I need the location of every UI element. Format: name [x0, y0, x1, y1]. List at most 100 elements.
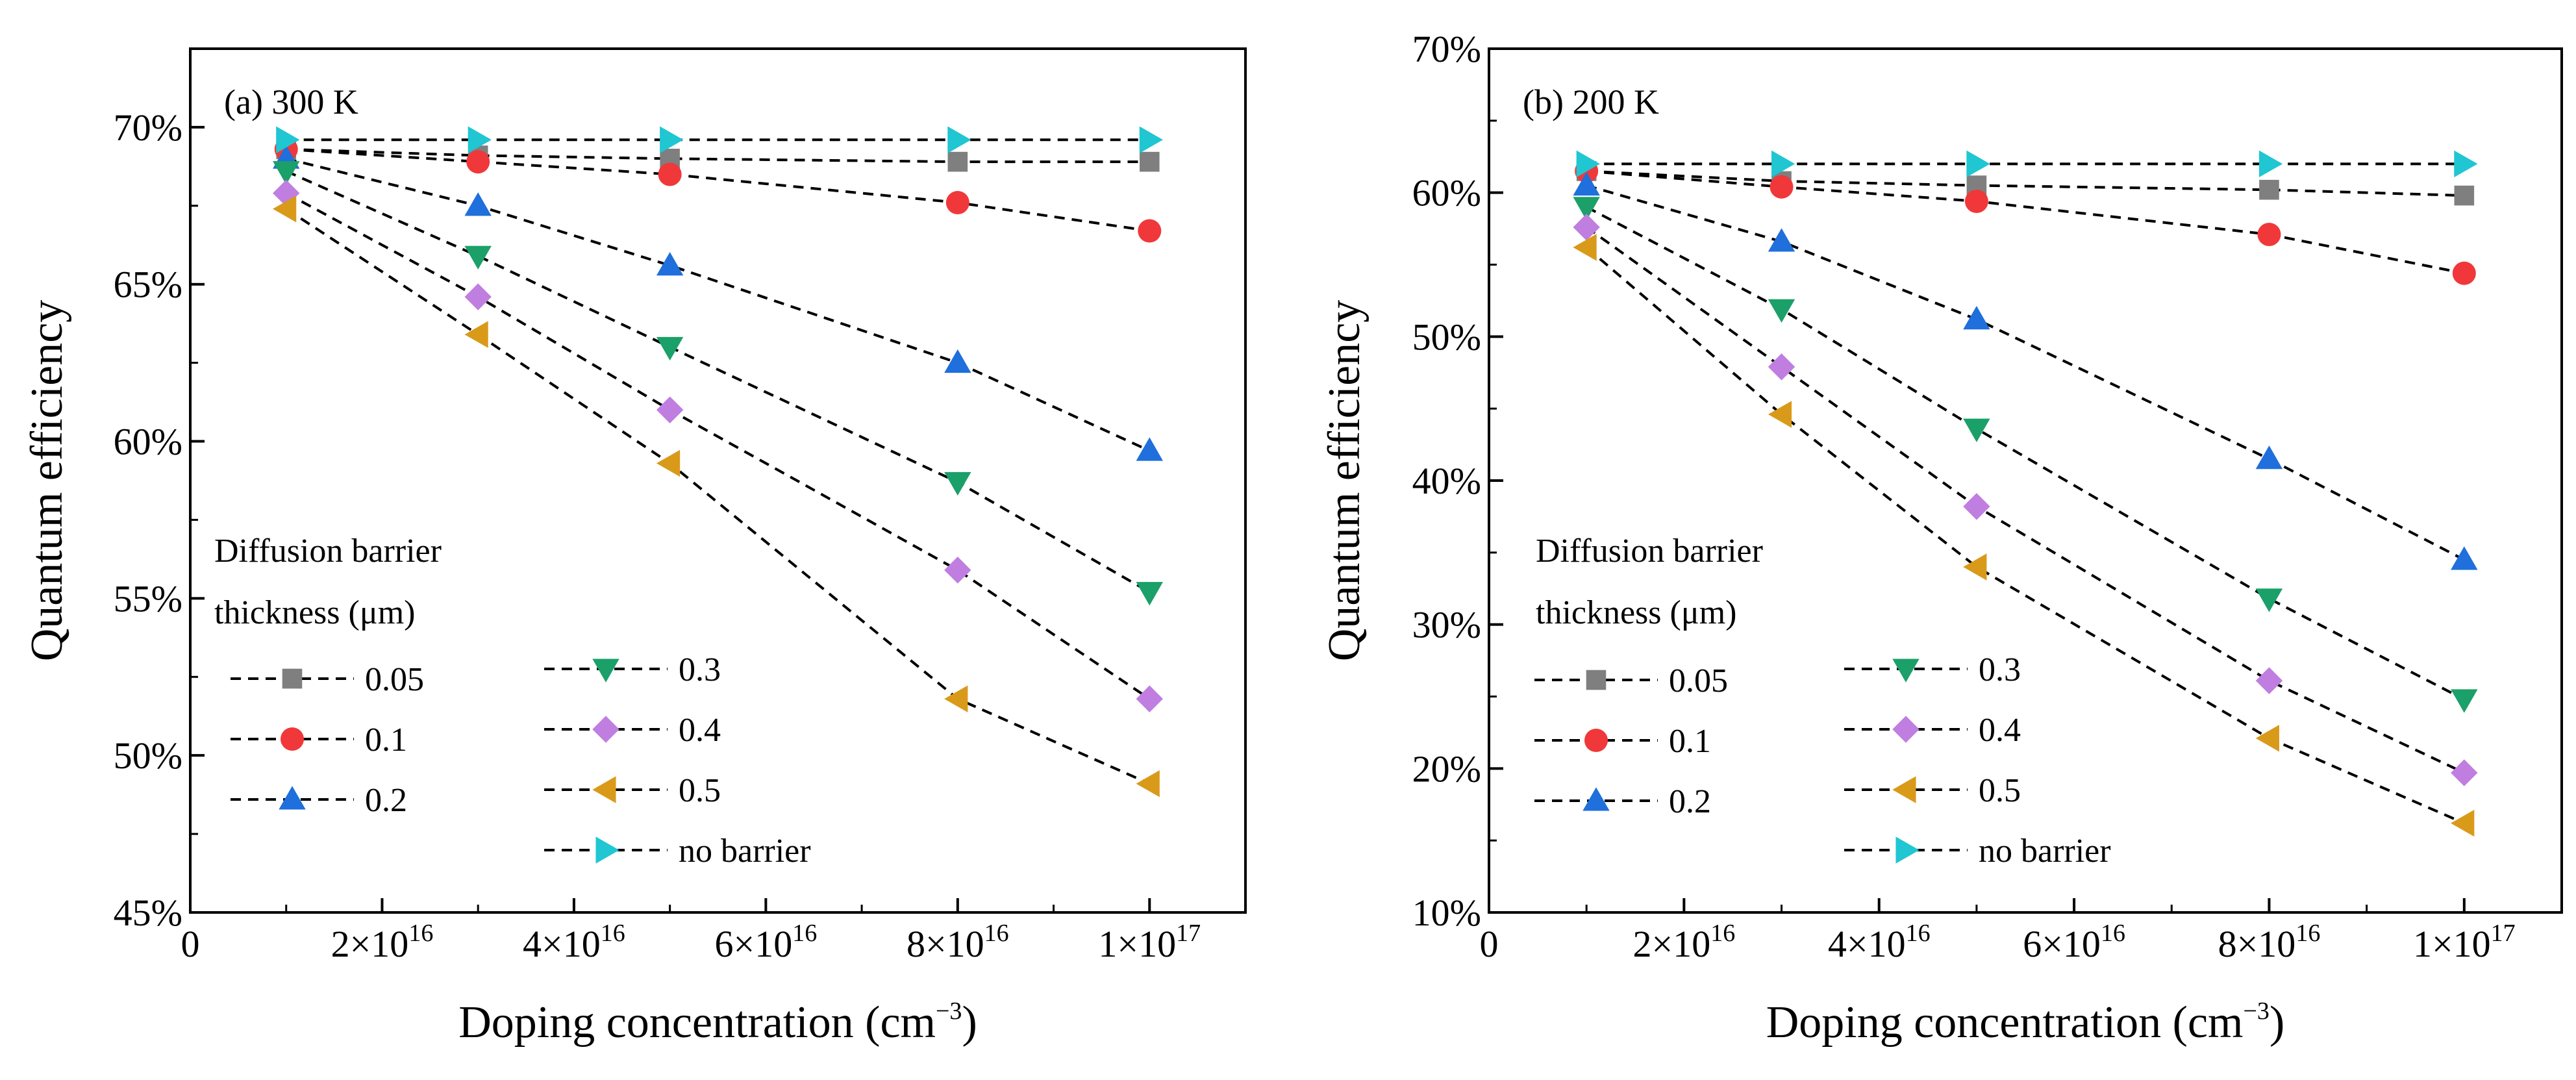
data-point: [947, 126, 971, 153]
data-point: [2259, 179, 2279, 200]
y-tick-label: 60%: [1412, 172, 1481, 214]
y-tick-label: 50%: [1412, 316, 1481, 358]
x-axis-title: Doping concentration (cm−3): [1766, 998, 2285, 1048]
data-point: [1576, 150, 1600, 178]
series-line: [286, 147, 1150, 164]
x-tick-label: 0: [181, 923, 200, 965]
data-point: [1573, 171, 1600, 196]
data-point: [1966, 150, 1990, 178]
legend-label: 0.5: [679, 772, 721, 809]
data-point: [1768, 353, 1795, 381]
data-point: [1136, 770, 1160, 797]
data-point: [944, 557, 971, 584]
data-point: [1768, 299, 1795, 323]
legend-label: 0.1: [365, 722, 407, 759]
data-point: [1769, 175, 1794, 199]
series-0.1: [274, 137, 1162, 243]
series-0.05: [276, 139, 1160, 172]
data-point: [944, 685, 968, 712]
data-point: [658, 162, 682, 186]
legend-marker: [1586, 670, 1607, 690]
data-point: [466, 150, 490, 174]
data-point: [2452, 261, 2476, 285]
series-0.05: [1576, 161, 2475, 206]
legend-marker: [281, 727, 304, 751]
legend-label: 0.05: [1669, 662, 1728, 699]
series-line: [1585, 246, 2465, 825]
y-tick-label: 40%: [1412, 460, 1481, 502]
chart-panel-2: 10% 20% 30% 40% 50% 60% 70% 0 2×1016 4×1016 6×1016…: [1319, 28, 2563, 1048]
series-line: [285, 192, 1151, 700]
data-point: [2451, 809, 2475, 837]
x-tick-label: 6×1016: [2023, 920, 2125, 965]
legend-marker: [1895, 836, 1919, 864]
series-no-barrier: [1576, 150, 2478, 178]
legend-marker: [1892, 716, 1919, 743]
x-tick-label: 8×1016: [907, 920, 1009, 965]
data-point: [1139, 151, 1160, 172]
series-0.5: [1573, 234, 2475, 837]
data-point: [1139, 126, 1163, 153]
data-point: [944, 349, 971, 373]
series-0.4: [1573, 214, 2478, 786]
series-line: [286, 157, 1151, 452]
data-point: [2255, 446, 2283, 470]
data-point: [1963, 553, 1987, 581]
y-tick-label: 50%: [114, 735, 182, 777]
data-point: [947, 151, 968, 172]
series-0.5: [273, 195, 1160, 797]
plot-frame: [189, 47, 1247, 914]
series-line: [1586, 206, 2465, 701]
data-point: [273, 195, 297, 223]
data-point: [1573, 197, 1600, 221]
series-line: [1586, 170, 2464, 197]
data-point: [656, 252, 684, 276]
legend-label: 0.4: [1979, 712, 2021, 749]
data-point: [945, 190, 969, 214]
x-axis-title: Doping concentration (cm−3): [458, 998, 977, 1048]
y-tick-label: 10%: [1412, 892, 1481, 934]
legend-title: thickness (μm): [214, 594, 416, 631]
panel-label: (b) 200 K: [1523, 82, 1659, 121]
data-point: [1771, 150, 1795, 178]
legend-title: Diffusion barrier: [214, 533, 442, 570]
x-tick-label: 6×1016: [715, 920, 818, 965]
y-tick-label: 70%: [1412, 28, 1481, 70]
data-point: [2255, 725, 2279, 752]
data-point: [273, 161, 300, 185]
data-point: [468, 126, 492, 153]
series-0.2: [273, 145, 1163, 461]
legend-label: 0.1: [1669, 723, 1711, 760]
series-line: [286, 147, 1150, 232]
legend-label: 0.3: [679, 651, 721, 688]
legend-marker: [1892, 776, 1916, 803]
data-point: [1963, 418, 1990, 442]
data-point: [1138, 219, 1162, 243]
series-0.2: [1573, 171, 2478, 570]
data-point: [2255, 588, 2283, 612]
chart-panel-1: 45% 50% 55% 60% 65% 70% 0 2×1016 4×1016 6×1016 8×1…: [22, 47, 1247, 1048]
legend-marker: [279, 786, 306, 810]
data-point: [464, 283, 492, 310]
series-0.3: [1573, 197, 2478, 713]
data-point: [2257, 222, 2281, 246]
data-point: [464, 192, 492, 216]
data-point: [1963, 493, 1990, 520]
x-tick-label: 0: [1480, 923, 1499, 965]
legend-marker: [282, 668, 303, 689]
y-tick-label: 45%: [114, 892, 182, 934]
data-point: [2258, 150, 2283, 178]
legend-label: 0.2: [365, 782, 407, 819]
x-tick-label: 2×1016: [1633, 920, 1736, 965]
series-no-barrier: [276, 126, 1163, 153]
data-point: [2451, 689, 2478, 713]
data-point: [2451, 546, 2478, 570]
panel-label: (a) 300 K: [224, 82, 358, 121]
legend: Diffusion barrier thickness (μm) 0.05 0.1 0.…: [1534, 533, 2111, 870]
legend-label: 0.2: [1669, 783, 1711, 820]
legend-marker: [592, 716, 619, 743]
legend-marker: [1582, 787, 1610, 811]
data-point: [1136, 582, 1163, 606]
data-point: [1573, 234, 1597, 261]
